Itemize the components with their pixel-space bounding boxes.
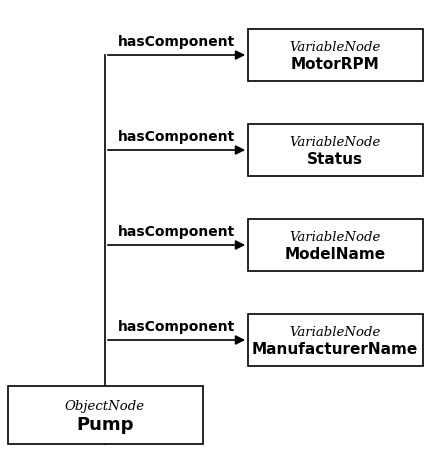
Text: ManufacturerName: ManufacturerName xyxy=(252,342,418,357)
Text: hasComponent: hasComponent xyxy=(118,35,235,49)
Bar xyxy=(7,386,203,444)
Bar xyxy=(248,314,422,366)
Text: hasComponent: hasComponent xyxy=(118,225,235,239)
Text: hasComponent: hasComponent xyxy=(118,320,235,334)
Text: Pump: Pump xyxy=(76,416,134,434)
Bar xyxy=(248,29,422,81)
Text: ObjectNode: ObjectNode xyxy=(65,400,145,414)
Text: MotorRPM: MotorRPM xyxy=(291,57,379,72)
Text: VariableNode: VariableNode xyxy=(289,136,381,149)
Text: VariableNode: VariableNode xyxy=(289,231,381,244)
Bar xyxy=(248,219,422,271)
Text: VariableNode: VariableNode xyxy=(289,41,381,54)
Bar xyxy=(248,124,422,176)
Text: hasComponent: hasComponent xyxy=(118,130,235,144)
Text: VariableNode: VariableNode xyxy=(289,326,381,339)
Text: ModelName: ModelName xyxy=(284,247,386,262)
Text: Status: Status xyxy=(307,152,363,167)
